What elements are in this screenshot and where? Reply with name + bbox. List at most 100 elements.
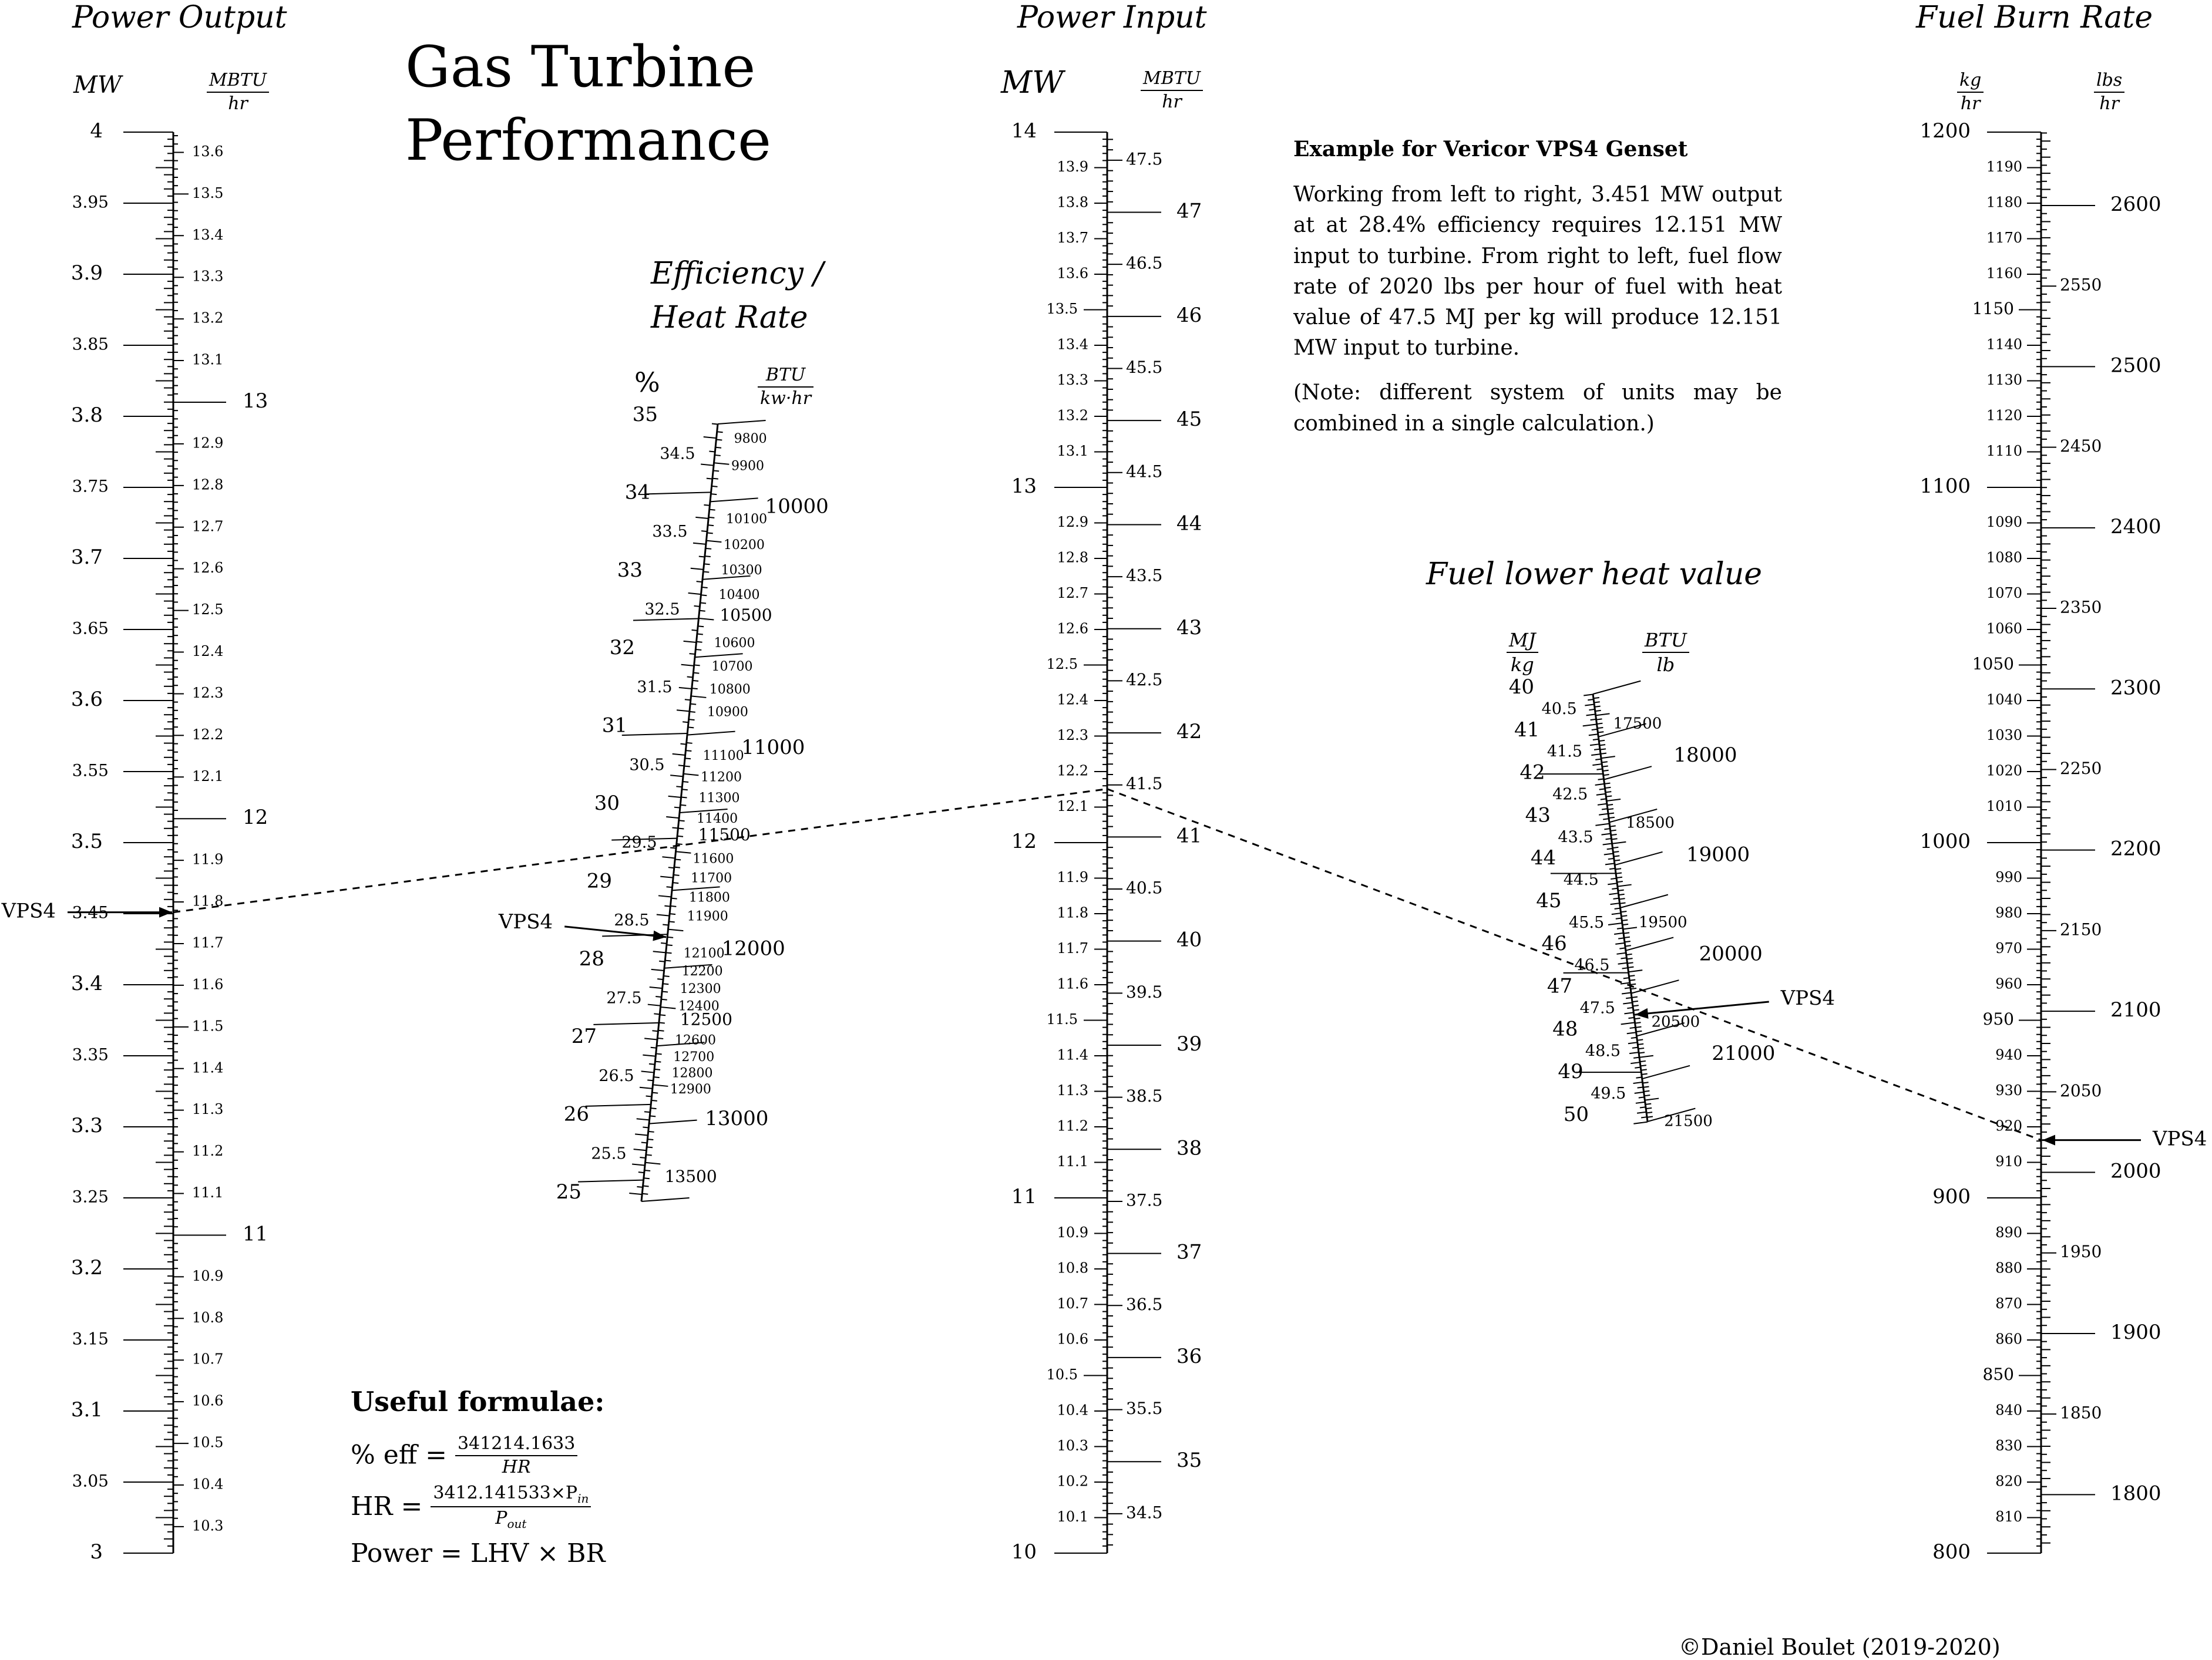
fuel-burn-kg-label: 1180 [1986,194,2022,211]
fuel-heat-mj-label: 45 [1536,889,1561,913]
power-output-mbtu-major-label: 11 [243,1222,268,1245]
fuel-heat-btu-minor-label: 17500 [1613,715,1662,732]
efficiency-hr-tick [640,1087,653,1089]
efficiency-hr-minor-label: 12700 [673,1050,714,1065]
fuel-heat-btu-tick [1636,1077,1642,1078]
efficiency-pct-label: 26 [564,1103,589,1126]
fuel-heat-mj-label: 47.5 [1580,999,1615,1018]
efficiency-pct-label: 29 [587,869,612,893]
fuel-burn-lbs-minor-label: 2350 [2060,598,2102,617]
efficiency-hr-minor-label: 10800 [710,682,751,697]
power-input-mw-label: 11.1 [1057,1153,1088,1170]
power-input-mw-label: 10.9 [1057,1224,1088,1241]
power-input-mw-label: 10.5 [1047,1366,1078,1383]
fuel-heat-mj-tick [1643,1091,1649,1092]
fuel-heat-mj-label: 44 [1531,846,1556,870]
fuel-heat-mj-tick [1629,979,1635,980]
power-output-mbtu-minor-label: 12.4 [192,643,223,659]
efficiency-hr-major-label: 10500 [720,605,772,625]
fuel-heat-mj-tick [1640,1065,1646,1066]
fuel-heat-mj-label: 46 [1542,932,1567,955]
efficiency-hr-tick [670,775,683,776]
fuel-burn-lbs-minor-label: 1950 [2060,1242,2102,1261]
efficiency-hr-tick [653,951,666,952]
power-input-mw-label: 13.7 [1057,230,1088,246]
power-output-mw-label: 3.6 [71,688,103,711]
power-input-mbtu-major-label: 38 [1176,1136,1202,1160]
efficiency-pct-tick [641,1198,690,1201]
fuel-burn-kg-label: 810 [1995,1509,2022,1525]
power-input-mbtu-minor-label: 38.5 [1126,1086,1162,1106]
efficiency-hr-tick [661,943,667,944]
power-input-mbtu-major-label: 42 [1176,720,1202,743]
efficiency-hr-tick [641,1142,647,1143]
efficiency-hr-minor-label: 11100 [703,749,744,763]
fuel-burn-kg-label: 1070 [1986,585,2022,601]
efficiency-hr-tick [687,677,693,678]
efficiency-hr-tick [691,568,704,570]
efficiency-pct-tick [661,999,667,1000]
fuel-heat-btu-major-label: 21000 [1712,1042,1775,1065]
efficiency-pct-tick [718,420,766,424]
fuel-burn-kg-label: 1050 [1972,654,2014,674]
power-output-mbtu-minor-label: 11.1 [192,1184,223,1201]
fuel-burn-kg-label: 950 [1983,1009,2014,1029]
fuel-heat-btu-major-label: 19000 [1686,843,1750,866]
fuel-heat-mj-tick [1612,847,1618,848]
power-input-mbtu-major-label: 35 [1176,1449,1202,1472]
efficiency-pct-label: 27 [572,1025,597,1048]
power-input-mw-label: 11.6 [1057,976,1088,992]
efficiency-hr-minor-label: 11300 [699,791,740,806]
fuel-heat-mj-tick [1606,799,1621,801]
efficiency-hr-minor-label: 12400 [678,999,720,1014]
power-input-mw-label: 10.6 [1057,1331,1088,1348]
efficiency-pct-label: 34 [625,480,650,504]
efficiency-pct-tick [681,797,687,798]
power-input-mbtu-major-label: 46 [1176,304,1202,327]
fuel-burn-kg-label: 960 [1995,976,2022,992]
fuel-heat-mj-tick [1597,723,1603,724]
fuel-burn-kg-label: 1020 [1986,763,2022,779]
efficiency-pct-label: 31.5 [637,678,672,696]
efficiency-pct-tick [654,1077,660,1078]
fuel-heat-mj-tick [1632,1001,1638,1002]
efficiency-hr-major-label: 11000 [741,736,805,759]
fuel-heat-mj-tick [1612,842,1626,844]
fuel-heat-mj-tick [1631,988,1636,989]
efficiency-hr-minor-label: 11900 [687,910,728,924]
power-output-mw-label: 4 [90,119,103,143]
fuel-heat-mj-tick [1601,753,1606,754]
power-output-mw-label: 3.2 [71,1256,103,1279]
power-output-mbtu-minor-label: 11.9 [192,851,223,868]
fuel-burn-kg-label: 1080 [1986,550,2022,566]
efficiency-hr-minor-label: 11600 [692,851,734,866]
fuel-heat-mj-tick [1642,1066,1690,1079]
efficiency-pct-tick [714,463,730,464]
fuel-burn-kg-label: 970 [1995,940,2022,957]
fuel-heat-mj-tick [1645,1104,1651,1105]
efficiency-hr-tick [633,618,698,620]
fuel-heat-btu-tick [1603,844,1612,845]
power-input-mw-label: 11.3 [1057,1082,1088,1099]
fuel-heat-mj-tick [1622,920,1628,921]
fuel-heat-btu-tick [1586,714,1596,715]
efficiency-hr-tick [644,1038,657,1039]
fuel-heat-mj-tick [1643,1082,1649,1083]
fuel-heat-mj-tick [1643,1086,1649,1087]
fuel-heat-mj-tick [1616,877,1622,878]
efficiency-pct-label: 27.5 [606,989,641,1008]
efficiency-hr-tick [650,987,663,988]
power-output-mw-label: 3.05 [72,1472,109,1491]
vps4-arrow-output-head [159,907,172,918]
power-input-mbtu-major-label: 41 [1176,824,1202,847]
fuel-burn-kg-label: 1010 [1986,798,2022,814]
efficiency-pct-tick [651,1100,657,1101]
fuel-burn-kg-label: 820 [1995,1473,2022,1490]
power-output-mw-label: 3.3 [71,1114,103,1137]
power-output-mbtu-minor-label: 12.8 [192,476,223,493]
power-input-mbtu-minor-label: 35.5 [1126,1399,1162,1418]
efficiency-pct-tick [647,1139,653,1140]
fuel-heat-btu-tick [1635,1092,1644,1093]
fuel-heat-btu-tick [1633,1122,1648,1124]
efficiency-pct-tick [677,836,683,837]
